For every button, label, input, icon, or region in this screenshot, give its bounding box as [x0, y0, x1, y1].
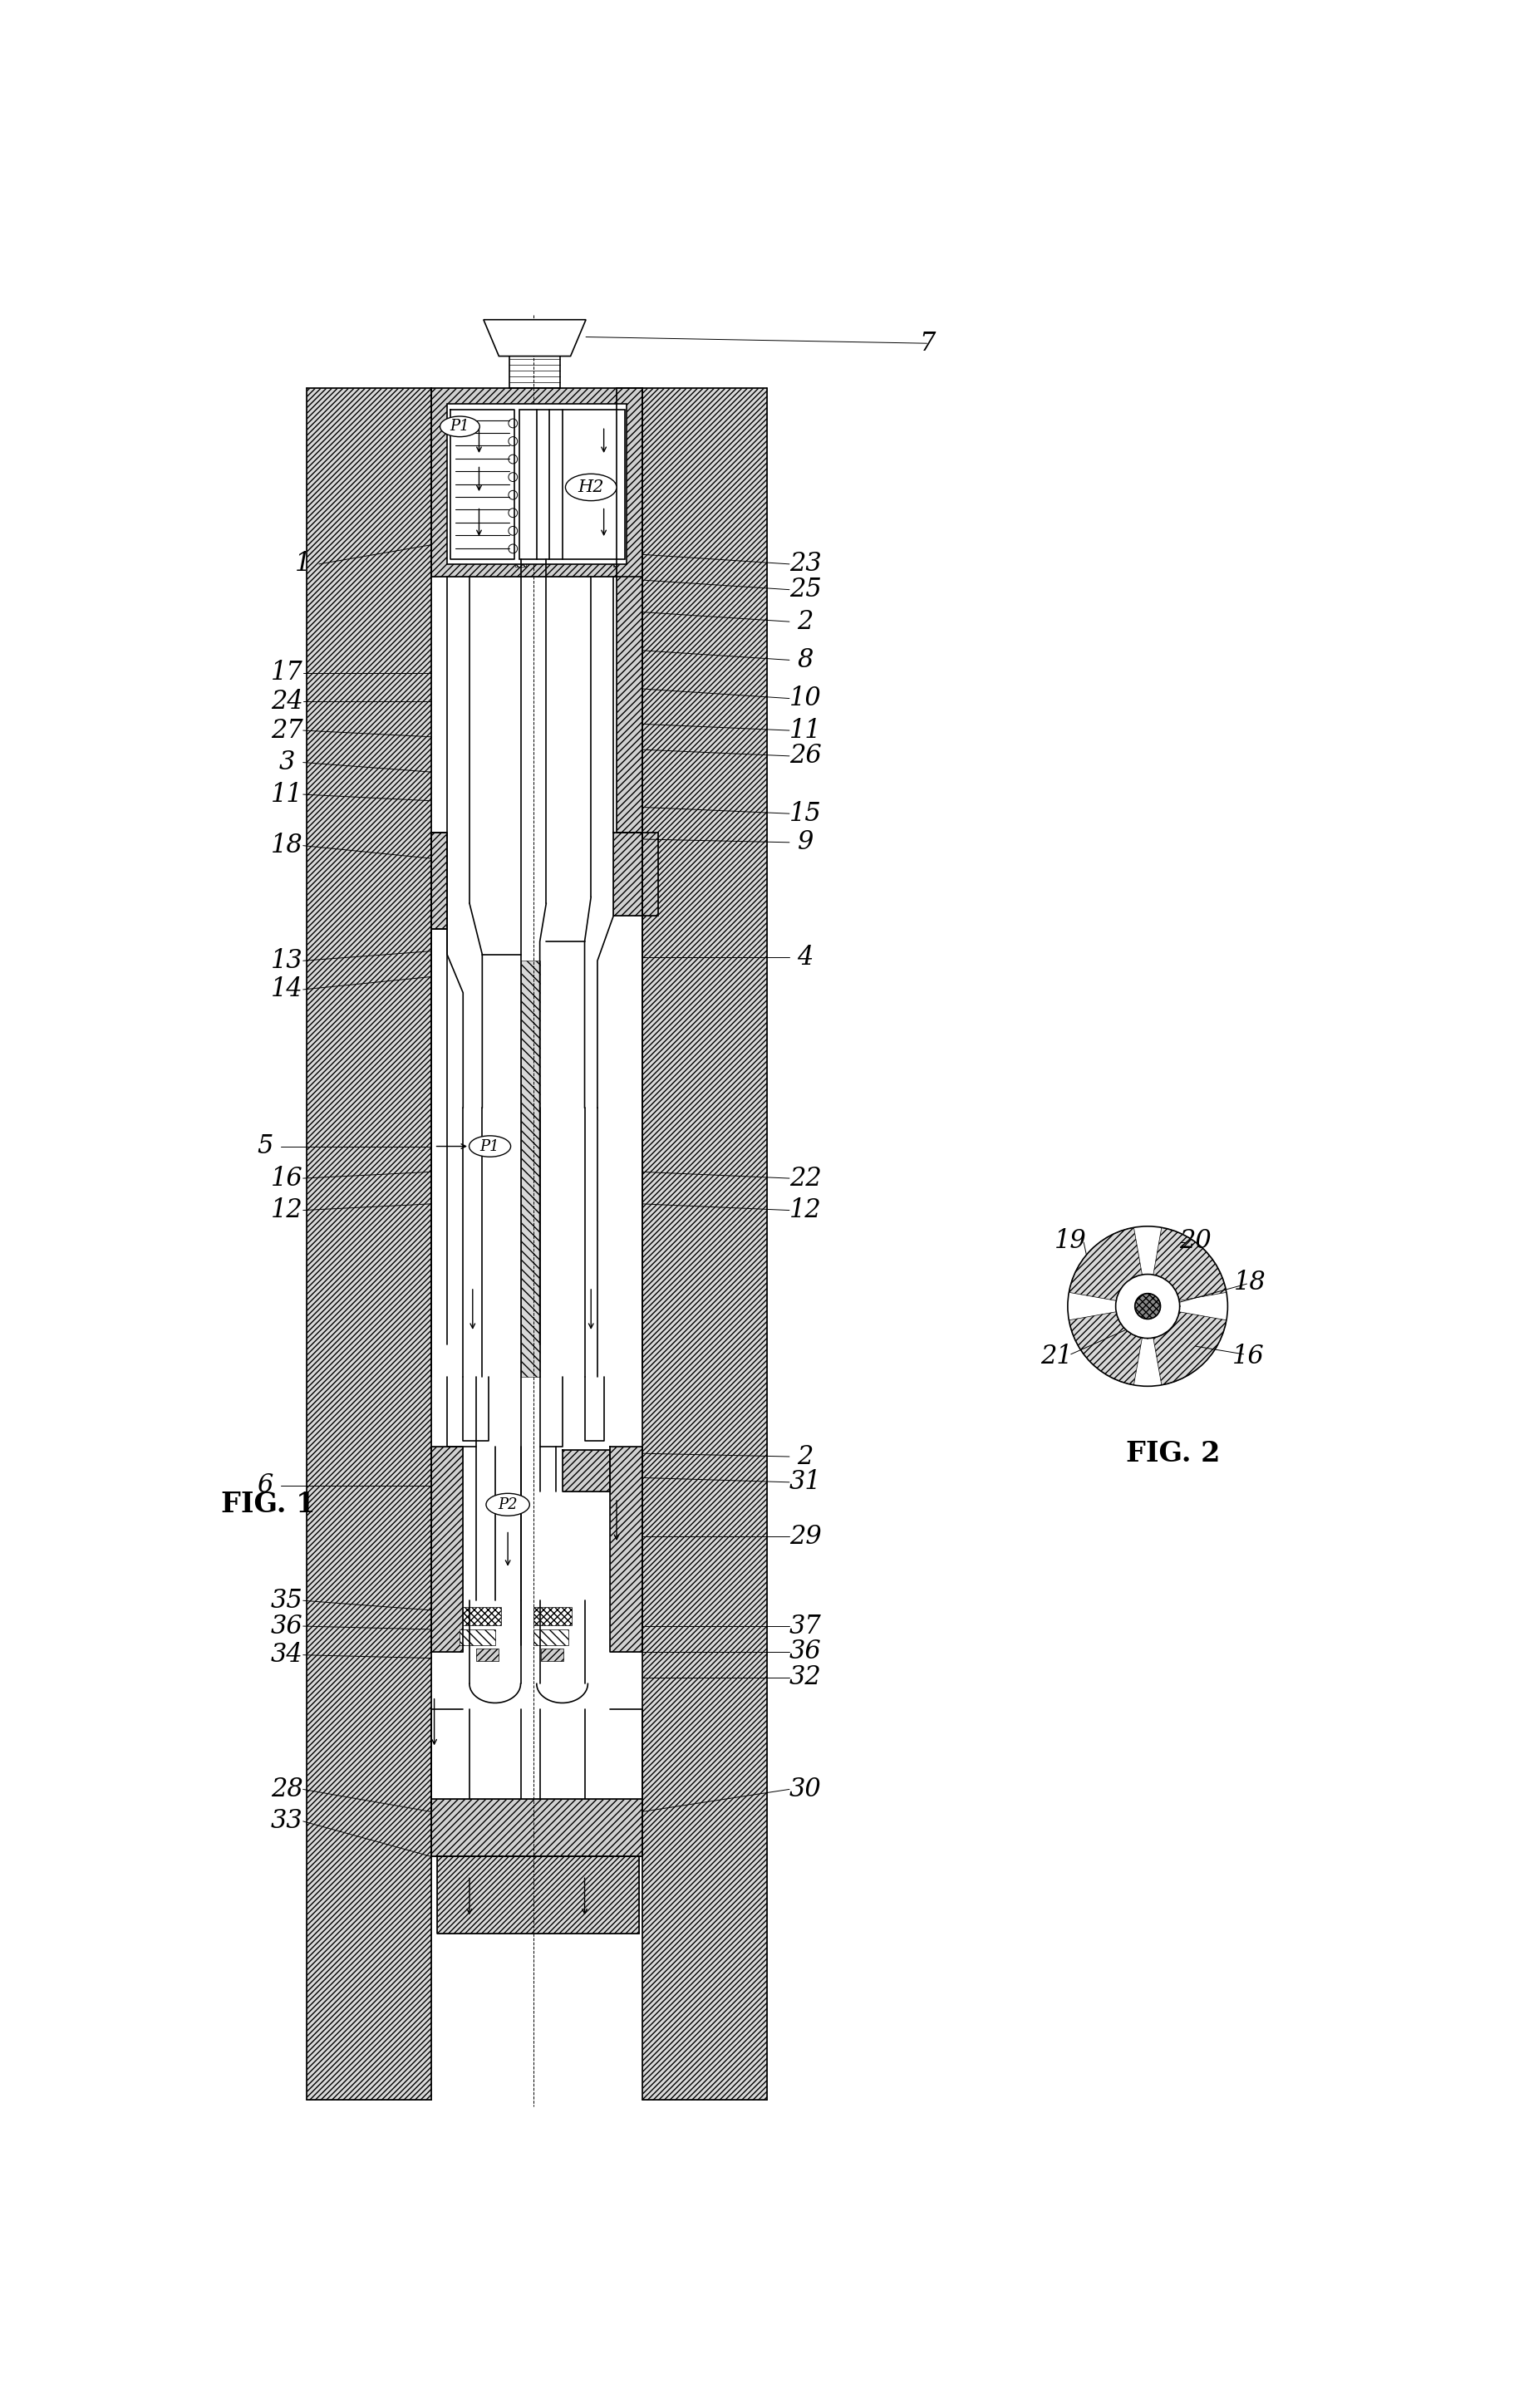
- Text: 29: 29: [789, 1524, 821, 1548]
- Bar: [541, 1649, 564, 1662]
- Text: 6: 6: [256, 1474, 273, 1498]
- Text: FIG. 1: FIG. 1: [221, 1491, 315, 1519]
- Bar: [562, 1450, 610, 1493]
- Text: 19: 19: [1055, 1228, 1087, 1255]
- Text: 12: 12: [789, 1197, 821, 1223]
- Bar: [515, 409, 526, 424]
- Bar: [642, 833, 658, 915]
- Text: 26: 26: [789, 744, 821, 768]
- Text: 8: 8: [797, 648, 814, 672]
- Text: 16: 16: [1231, 1344, 1265, 1370]
- Ellipse shape: [440, 417, 480, 436]
- Text: 14: 14: [271, 978, 303, 1002]
- Text: 33: 33: [271, 1808, 303, 1835]
- Polygon shape: [1068, 1228, 1141, 1300]
- Text: 25: 25: [789, 578, 821, 602]
- Text: 5: 5: [256, 1134, 273, 1158]
- Bar: [610, 1447, 642, 1652]
- Circle shape: [1135, 1293, 1160, 1320]
- Text: 16: 16: [271, 1165, 303, 1192]
- Text: 17: 17: [271, 660, 303, 686]
- Text: 36: 36: [789, 1640, 821, 1664]
- Text: FIG. 2: FIG. 2: [1126, 1440, 1221, 1466]
- Polygon shape: [1154, 1312, 1227, 1385]
- Text: P2: P2: [498, 1498, 518, 1512]
- Bar: [463, 1606, 501, 1625]
- Ellipse shape: [565, 474, 617, 501]
- Text: 22: 22: [789, 1165, 821, 1192]
- Text: 23: 23: [789, 551, 821, 578]
- Text: 4: 4: [797, 944, 814, 970]
- Bar: [520, 409, 625, 559]
- Bar: [447, 405, 626, 563]
- Text: 15: 15: [789, 802, 821, 826]
- Circle shape: [1116, 1274, 1180, 1339]
- Polygon shape: [1068, 1312, 1141, 1385]
- Ellipse shape: [486, 1493, 530, 1515]
- Text: 3: 3: [279, 749, 296, 775]
- Bar: [306, 388, 431, 2100]
- Text: 18: 18: [271, 833, 303, 860]
- Text: 11: 11: [789, 718, 821, 744]
- Text: 10: 10: [789, 686, 821, 710]
- Text: 34: 34: [271, 1642, 303, 1669]
- Polygon shape: [483, 320, 585, 356]
- Bar: [617, 388, 642, 833]
- Bar: [431, 833, 447, 929]
- Bar: [533, 1606, 572, 1625]
- Text: 36: 36: [271, 1613, 303, 1640]
- Text: 28: 28: [271, 1777, 303, 1801]
- Text: 2: 2: [797, 609, 814, 636]
- Text: P1: P1: [450, 419, 469, 433]
- Bar: [431, 1447, 463, 1652]
- Bar: [613, 551, 628, 566]
- Text: 7: 7: [919, 330, 936, 356]
- Text: 21: 21: [1041, 1344, 1073, 1370]
- Bar: [642, 388, 767, 2100]
- Text: 24: 24: [271, 689, 303, 715]
- Bar: [613, 409, 628, 424]
- Text: 30: 30: [789, 1777, 821, 1801]
- Ellipse shape: [469, 1137, 511, 1156]
- Bar: [533, 1630, 568, 1645]
- Bar: [460, 1630, 495, 1645]
- Text: 9: 9: [797, 828, 814, 855]
- Bar: [450, 409, 514, 559]
- Text: 32: 32: [789, 1664, 821, 1690]
- Text: 11: 11: [271, 783, 303, 807]
- Text: 27: 27: [271, 718, 303, 744]
- Text: 2: 2: [797, 1445, 814, 1469]
- Text: 31: 31: [789, 1469, 821, 1495]
- Polygon shape: [521, 961, 539, 1377]
- Polygon shape: [613, 833, 642, 915]
- Text: 37: 37: [789, 1613, 821, 1640]
- Polygon shape: [1154, 1228, 1227, 1300]
- Text: 20: 20: [1180, 1228, 1212, 1255]
- Bar: [437, 1857, 639, 1934]
- Polygon shape: [431, 833, 447, 929]
- Bar: [431, 388, 642, 578]
- Bar: [475, 1649, 498, 1662]
- Text: 35: 35: [271, 1587, 303, 1613]
- Text: 1: 1: [296, 551, 311, 578]
- Text: 13: 13: [271, 949, 303, 973]
- Bar: [431, 1799, 642, 1857]
- Text: P1: P1: [480, 1139, 500, 1153]
- Text: H2: H2: [578, 479, 604, 496]
- Text: 18: 18: [1234, 1269, 1266, 1296]
- Text: 12: 12: [271, 1197, 303, 1223]
- Bar: [515, 551, 526, 566]
